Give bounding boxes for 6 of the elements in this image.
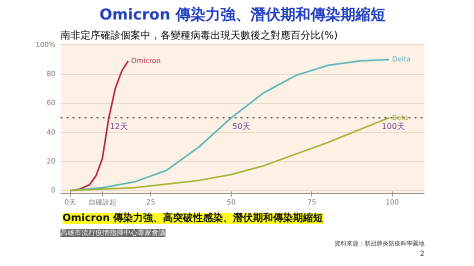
chart-subtitle: 南非定序確診個案中，各變種病毒出現天數後之對應百分比(%) bbox=[60, 30, 338, 42]
chart-title: Omicron 傳染力強、潛伏期和傳染期縮短 bbox=[99, 6, 386, 24]
annotation: 100天 bbox=[382, 122, 405, 131]
annotation: 12天 bbox=[110, 122, 128, 131]
text: Omicron 傳染力強、高突破性感染、潛伏期和傳染期縮短 bbox=[62, 212, 324, 224]
annotation: 50天 bbox=[232, 122, 250, 131]
